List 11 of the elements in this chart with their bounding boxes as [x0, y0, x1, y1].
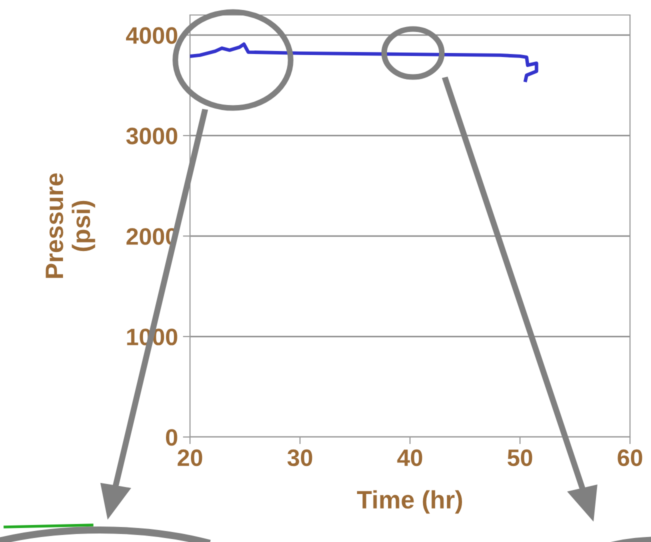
y-tick-label: 3000 [126, 128, 178, 144]
y-tick-label: 4000 [126, 27, 178, 44]
y-axis-title: Pressure (psi) [46, 173, 96, 278]
x-tick-label: 30 [287, 449, 312, 466]
x-tick-label: 50 [508, 449, 532, 466]
x-tick-label: 40 [397, 449, 422, 466]
line-series [190, 42, 538, 82]
x-tick-label: 20 [178, 449, 202, 466]
x-axis-title: Time (hr) [357, 490, 462, 514]
x-tick-label: 60 [618, 449, 642, 466]
y-tick-label: 0 [166, 429, 178, 446]
